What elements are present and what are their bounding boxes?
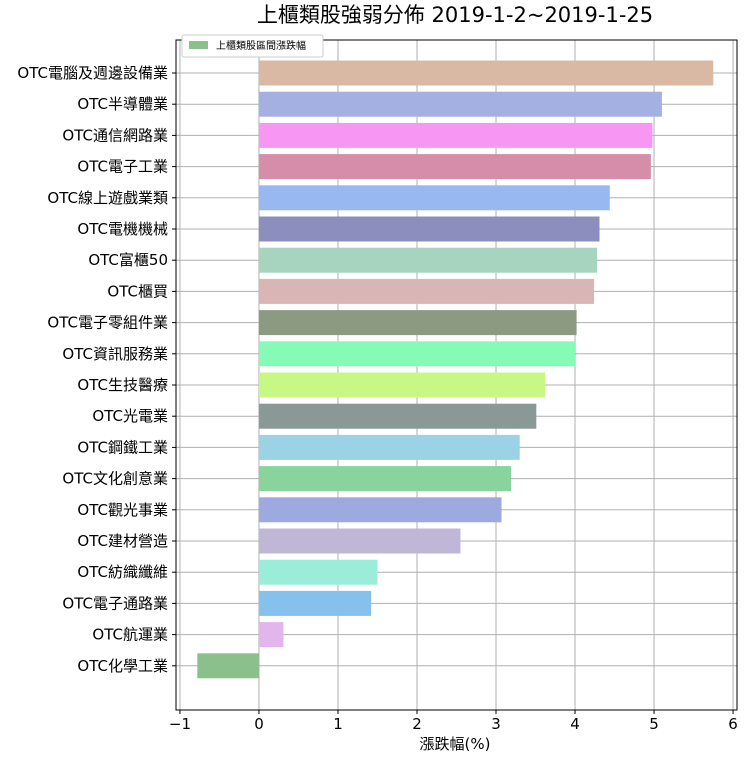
chart-title: 上櫃類股強弱分佈 2019-1-2~2019-1-25 bbox=[257, 3, 653, 27]
bar bbox=[258, 278, 594, 304]
bar bbox=[258, 466, 512, 492]
bar bbox=[258, 622, 284, 648]
plot-frame bbox=[175, 39, 738, 711]
legend-box bbox=[181, 34, 324, 58]
x-tick-label: 4 bbox=[570, 715, 580, 733]
x-tick-label: 1 bbox=[333, 715, 343, 733]
category-label: OTC通信網路業 bbox=[62, 126, 168, 144]
bar bbox=[258, 497, 502, 523]
category-label: OTC電子通路業 bbox=[62, 594, 168, 612]
bars bbox=[197, 60, 714, 679]
category-label: OTC櫃買 bbox=[107, 282, 168, 300]
category-label: OTC光電業 bbox=[92, 407, 168, 425]
x-tick-label: −1 bbox=[169, 715, 191, 733]
legend-swatch bbox=[189, 41, 208, 49]
x-tick-label: 0 bbox=[254, 715, 264, 733]
legend-label: 上櫃類股區間漲跌幅 bbox=[216, 39, 306, 52]
category-label: OTC電腦及週邊設備業 bbox=[17, 64, 168, 82]
bar bbox=[258, 91, 662, 117]
category-label: OTC電子零組件業 bbox=[47, 314, 168, 332]
category-label: OTC電子工業 bbox=[77, 158, 168, 176]
x-tick-label: 5 bbox=[649, 715, 659, 733]
bar bbox=[258, 60, 714, 86]
bar bbox=[258, 403, 537, 429]
category-label: OTC觀光事業 bbox=[77, 501, 168, 519]
bar bbox=[258, 122, 653, 148]
x-axis-label: 漲跌幅(%) bbox=[420, 735, 491, 753]
bar bbox=[258, 185, 610, 211]
bar bbox=[258, 590, 372, 616]
bar bbox=[258, 559, 378, 585]
x-tick-label: 6 bbox=[728, 715, 738, 733]
x-tick-label: 2 bbox=[412, 715, 422, 733]
category-label: OTC建材營造 bbox=[77, 532, 168, 550]
category-label: OTC電機機械 bbox=[77, 220, 168, 238]
bar bbox=[197, 653, 259, 679]
bar bbox=[258, 310, 577, 336]
legend: 上櫃類股區間漲跌幅 bbox=[181, 34, 324, 58]
bar bbox=[258, 341, 576, 367]
bar bbox=[258, 434, 520, 460]
category-label: OTC線上遊戲業類 bbox=[47, 189, 168, 207]
y-axis: OTC電腦及週邊設備業 OTC半導體業 OTC通信網路業 OTC電子工業 OTC線上遊戲… bbox=[17, 64, 176, 675]
category-label: OTC半導體業 bbox=[77, 95, 168, 113]
category-label: OTC紡織纖維 bbox=[77, 563, 168, 581]
bar bbox=[258, 154, 651, 180]
bar bbox=[258, 216, 600, 242]
category-label: OTC文化創意業 bbox=[62, 470, 168, 488]
category-label: OTC航運業 bbox=[92, 626, 168, 644]
x-tick-label: 3 bbox=[491, 715, 501, 733]
category-label: OTC生技醫療 bbox=[77, 376, 168, 394]
bar bbox=[258, 528, 461, 554]
category-label: OTC資訊服務業 bbox=[62, 345, 168, 363]
category-label: OTC鋼鐵工業 bbox=[77, 438, 168, 456]
bar bbox=[258, 247, 598, 273]
x-axis: −1 0 1 2 3 4 5 6 bbox=[169, 710, 738, 733]
category-label: OTC化學工業 bbox=[77, 657, 168, 675]
category-label: OTC富櫃50 bbox=[88, 251, 168, 269]
bar bbox=[258, 372, 545, 398]
